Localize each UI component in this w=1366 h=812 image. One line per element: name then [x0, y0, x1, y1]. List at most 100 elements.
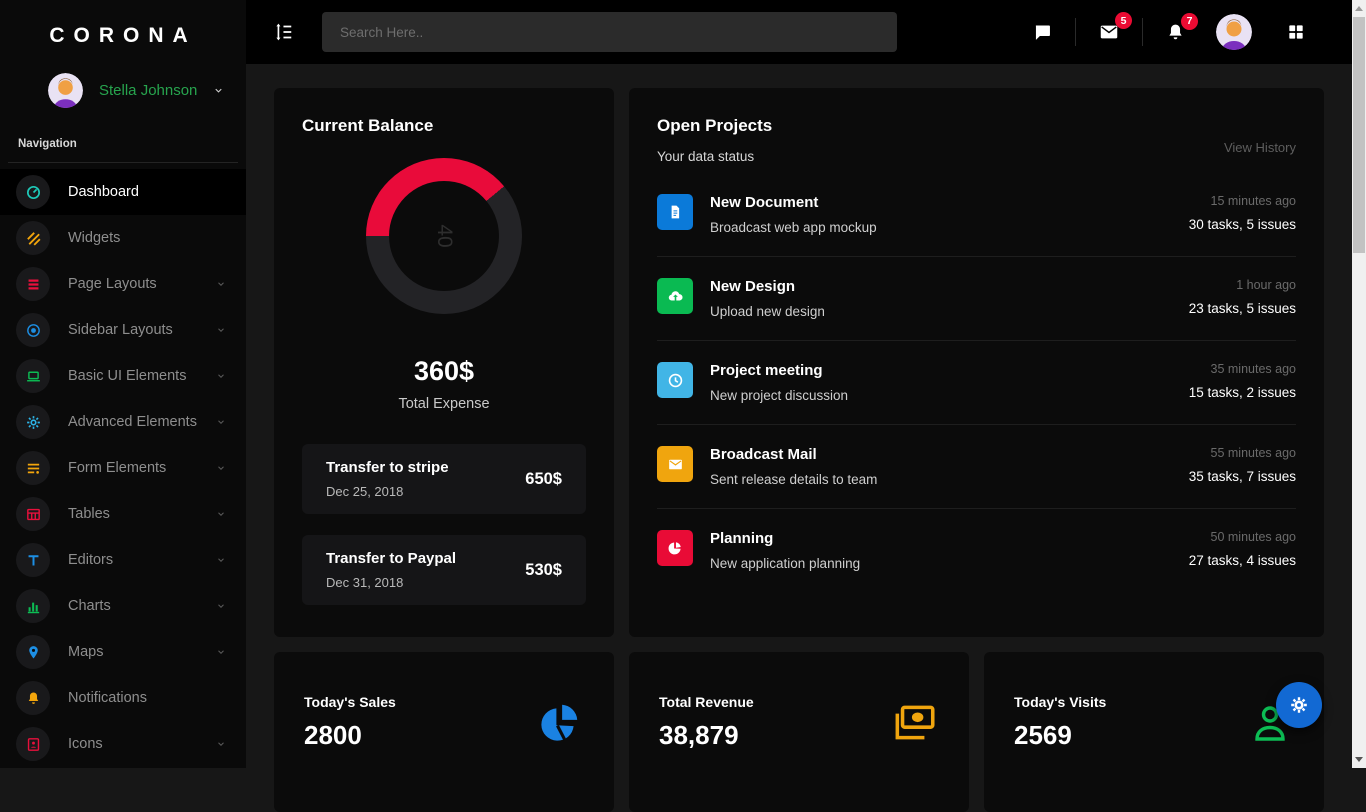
- text-icon: [16, 543, 50, 577]
- transfer-amount: 530$: [525, 560, 562, 579]
- chevron-down-icon: [216, 417, 226, 427]
- sidebar-item-sidebar-layouts[interactable]: Sidebar Layouts: [0, 307, 246, 353]
- sidebar-item-maps[interactable]: Maps: [0, 629, 246, 675]
- gauge-value-label: 40: [433, 224, 456, 248]
- project-timestamp: 55 minutes ago: [1210, 446, 1296, 460]
- texture-icon: [16, 221, 50, 255]
- transfer-row: Transfer to stripe Dec 25, 2018 650$: [302, 444, 586, 514]
- bell-icon: [16, 681, 50, 715]
- stat-label: Today's Visits: [1014, 694, 1107, 710]
- current-balance-card: Current Balance 40 360$ Total Expense Tr…: [274, 88, 614, 637]
- cloud-upload-icon: [657, 278, 693, 314]
- sidebar-toggle-icon[interactable]: [272, 21, 294, 43]
- search-input[interactable]: [322, 12, 897, 52]
- bell-icon[interactable]: 7: [1151, 12, 1200, 43]
- transfer-date: Dec 31, 2018: [326, 575, 404, 590]
- sidebar-item-advanced-elements[interactable]: Advanced Elements: [0, 399, 246, 445]
- sidebar-item-form-elements[interactable]: Form Elements: [0, 445, 246, 491]
- form-lines-icon: [16, 451, 50, 485]
- project-meta: 35 tasks, 7 issues: [1188, 469, 1296, 484]
- transfer-name: Transfer to Paypal: [326, 550, 457, 567]
- project-item: New Document Broadcast web app mockup 15…: [657, 188, 1296, 241]
- projects-header: Open Projects Your data status View Hist…: [657, 116, 1296, 164]
- sidebar-item-editors[interactable]: Editors: [0, 537, 246, 583]
- sidebar-item-icons[interactable]: Icons: [0, 721, 246, 767]
- profile-name: Stella Johnson: [99, 81, 198, 99]
- clock-icon: [657, 362, 693, 398]
- bar-chart-icon: [16, 589, 50, 623]
- pie-chart-icon: [657, 530, 693, 566]
- mail-icon[interactable]: 5: [1084, 12, 1134, 43]
- target-icon: [16, 313, 50, 347]
- nav-section-label: Navigation: [18, 138, 77, 150]
- transfer-row: Transfer to Paypal Dec 31, 2018 530$: [302, 535, 586, 605]
- project-item: New Design Upload new design 1 hour ago …: [657, 272, 1296, 325]
- project-meta: 23 tasks, 5 issues: [1188, 301, 1296, 316]
- scrollbar-thumb[interactable]: [1353, 17, 1365, 253]
- stat-value: 2569: [1014, 720, 1072, 750]
- window-scrollbar[interactable]: [1352, 0, 1366, 768]
- balance-caption: Total Expense: [398, 396, 490, 412]
- project-item: Planning New application planning 50 min…: [657, 524, 1296, 577]
- view-history-link[interactable]: View History: [1223, 139, 1296, 155]
- list-divider: [657, 256, 1296, 257]
- chevron-down-icon: [216, 509, 226, 519]
- transfer-date: Dec 25, 2018: [326, 484, 404, 499]
- sidebar-item-tables[interactable]: Tables: [0, 491, 246, 537]
- brand-logo: CORONA: [49, 24, 197, 47]
- list-divider: [657, 508, 1296, 509]
- map-pin-icon: [16, 635, 50, 669]
- balance-donut-chart: [366, 158, 522, 314]
- balance-gauge-wrap: 40: [366, 158, 522, 314]
- todays-visits-card: Today's Visits 2569: [984, 652, 1324, 812]
- laptop-icon: [16, 359, 50, 393]
- scroll-down-arrow[interactable]: [1355, 757, 1363, 762]
- sidebar-item-notifications[interactable]: Notifications: [0, 675, 246, 721]
- sidebar-item-basic-ui-elements[interactable]: Basic UI Elements: [0, 353, 246, 399]
- cash-icon: [889, 698, 939, 748]
- gear-icon: [16, 405, 50, 439]
- chevron-down-icon: [213, 85, 224, 96]
- apps-grid-icon[interactable]: [1272, 22, 1320, 42]
- project-item: Broadcast Mail Sent release details to t…: [657, 440, 1296, 493]
- document-icon: [657, 194, 693, 230]
- list-divider: [657, 424, 1296, 425]
- sidebar: CORONA Stella Johnson Navigation Dashboa…: [0, 0, 246, 768]
- project-timestamp: 1 hour ago: [1236, 278, 1296, 292]
- chevron-down-icon: [216, 279, 226, 289]
- projects-title: Open Projects: [657, 116, 773, 135]
- speedometer-icon: [16, 175, 50, 209]
- project-timestamp: 50 minutes ago: [1210, 530, 1296, 544]
- settings-fab-button[interactable]: [1276, 682, 1322, 728]
- sidebar-item-page-layouts[interactable]: Page Layouts: [0, 261, 246, 307]
- sidebar-item-dashboard[interactable]: Dashboard: [0, 169, 246, 215]
- project-timestamp: 15 minutes ago: [1210, 194, 1296, 208]
- project-timestamp: 35 minutes ago: [1210, 362, 1296, 376]
- chevron-down-icon: [216, 463, 226, 473]
- total-revenue-card: Total Revenue 38,879: [629, 652, 969, 812]
- person-icon: [1246, 699, 1294, 747]
- balance-amount: 360$: [413, 356, 475, 386]
- projects-subtitle: Your data status: [657, 149, 755, 164]
- id-card-icon: [16, 727, 50, 761]
- navbar-actions: 5 7: [1018, 12, 1352, 50]
- scroll-up-arrow[interactable]: [1355, 6, 1363, 11]
- sidebar-item-widgets[interactable]: Widgets: [0, 215, 246, 261]
- navbar-avatar[interactable]: [1216, 14, 1252, 50]
- transfer-name: Transfer to stripe: [326, 459, 449, 476]
- stat-value: 2800: [304, 720, 362, 750]
- project-meta: 15 tasks, 2 issues: [1188, 385, 1296, 400]
- main-content: Current Balance 40 360$ Total Expense Tr…: [246, 64, 1352, 812]
- sidebar-item-charts[interactable]: Charts: [0, 583, 246, 629]
- nav-divider: [8, 162, 238, 163]
- chevron-down-icon: [216, 647, 226, 657]
- notification-badge: 7: [1181, 12, 1198, 30]
- profile-avatar: [48, 72, 83, 108]
- chat-icon[interactable]: [1018, 22, 1067, 43]
- chevron-down-icon: [216, 601, 226, 611]
- project-meta: 30 tasks, 5 issues: [1188, 217, 1296, 232]
- pie-chart-icon: [534, 698, 584, 748]
- mail-badge: 5: [1115, 12, 1132, 29]
- profile-dropdown[interactable]: Stella Johnson: [0, 70, 246, 110]
- project-item: Project meeting New project discussion 3…: [657, 356, 1296, 409]
